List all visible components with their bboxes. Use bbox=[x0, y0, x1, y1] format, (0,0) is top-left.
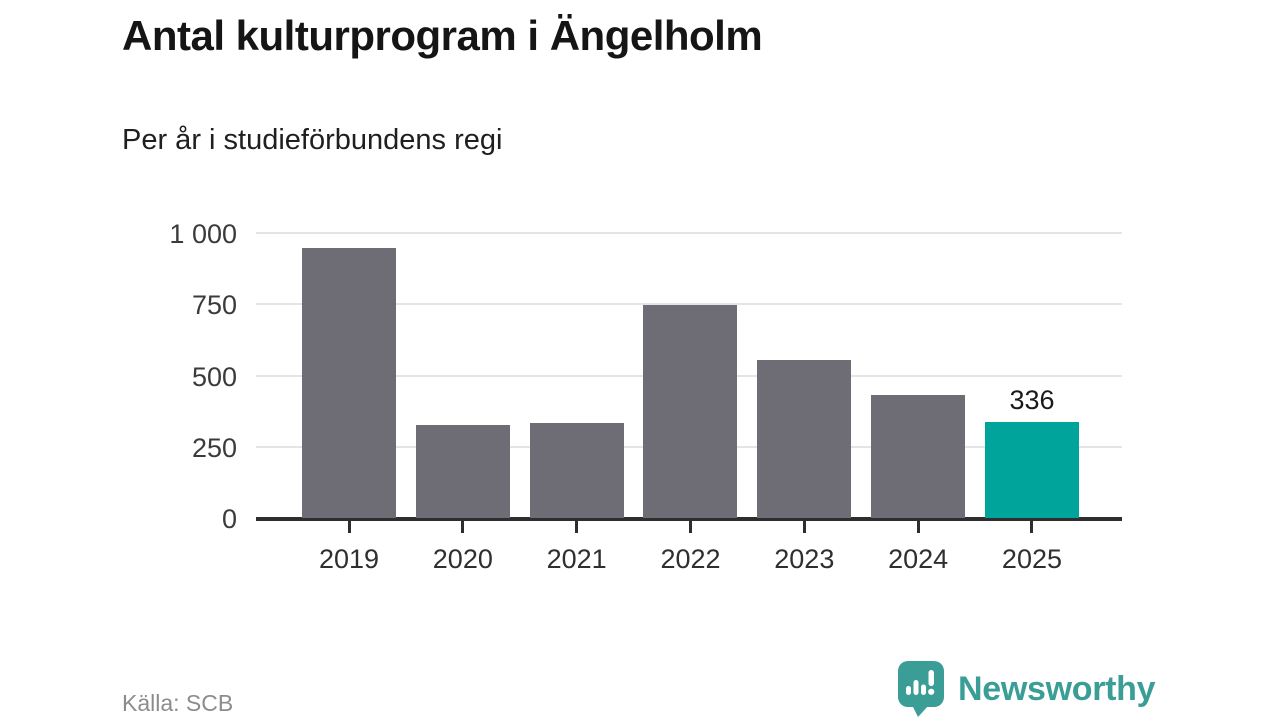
y-axis-label: 750 bbox=[191, 290, 237, 321]
x-axis-label-2019: 2019 bbox=[318, 544, 380, 574]
newsworthy-logo: Newsworthy bbox=[897, 660, 1156, 718]
x-axis-tick bbox=[575, 521, 579, 533]
x-axis-label-2025: 2025 bbox=[1001, 544, 1062, 574]
x-axis-tick bbox=[461, 521, 465, 533]
bar-2023 bbox=[757, 360, 852, 518]
source-note: Källa: SCB bbox=[122, 690, 234, 716]
bar-2019 bbox=[302, 247, 396, 518]
y-axis-label: 1 000 bbox=[169, 219, 237, 249]
page-title: Antal kulturprogram i Ängelholm bbox=[122, 12, 763, 59]
bar-2022 bbox=[643, 304, 738, 518]
x-axis-label-2024: 2024 bbox=[888, 544, 949, 574]
x-axis-tick bbox=[688, 521, 692, 533]
bar-value-label: 336 bbox=[1009, 385, 1055, 416]
bar-2020 bbox=[415, 425, 510, 518]
gridline bbox=[256, 303, 1122, 306]
x-axis-label-2020: 2020 bbox=[432, 544, 493, 574]
x-axis-tick bbox=[1030, 521, 1034, 533]
bar-2025 bbox=[984, 422, 1079, 518]
x-axis-tick bbox=[916, 521, 920, 533]
bar-2021 bbox=[529, 422, 624, 518]
x-axis-line bbox=[256, 517, 1122, 521]
bar-2024 bbox=[871, 394, 966, 518]
x-axis-tick bbox=[347, 521, 351, 533]
chart-subtitle: Per år i studieförbundens regi bbox=[122, 124, 503, 156]
y-axis-label: 250 bbox=[191, 432, 237, 463]
x-axis-label-2022: 2022 bbox=[660, 544, 721, 574]
x-axis-tick bbox=[802, 521, 806, 533]
newsworthy-speech-bubble-chart-icon bbox=[898, 661, 944, 717]
gridline bbox=[256, 232, 1122, 234]
x-axis-label-2021: 2021 bbox=[546, 544, 607, 574]
x-axis-label-2023: 2023 bbox=[774, 544, 835, 574]
y-axis-label: 500 bbox=[191, 361, 237, 392]
y-axis-label: 0 bbox=[221, 504, 237, 534]
brand-name: Newsworthy bbox=[958, 669, 1156, 708]
